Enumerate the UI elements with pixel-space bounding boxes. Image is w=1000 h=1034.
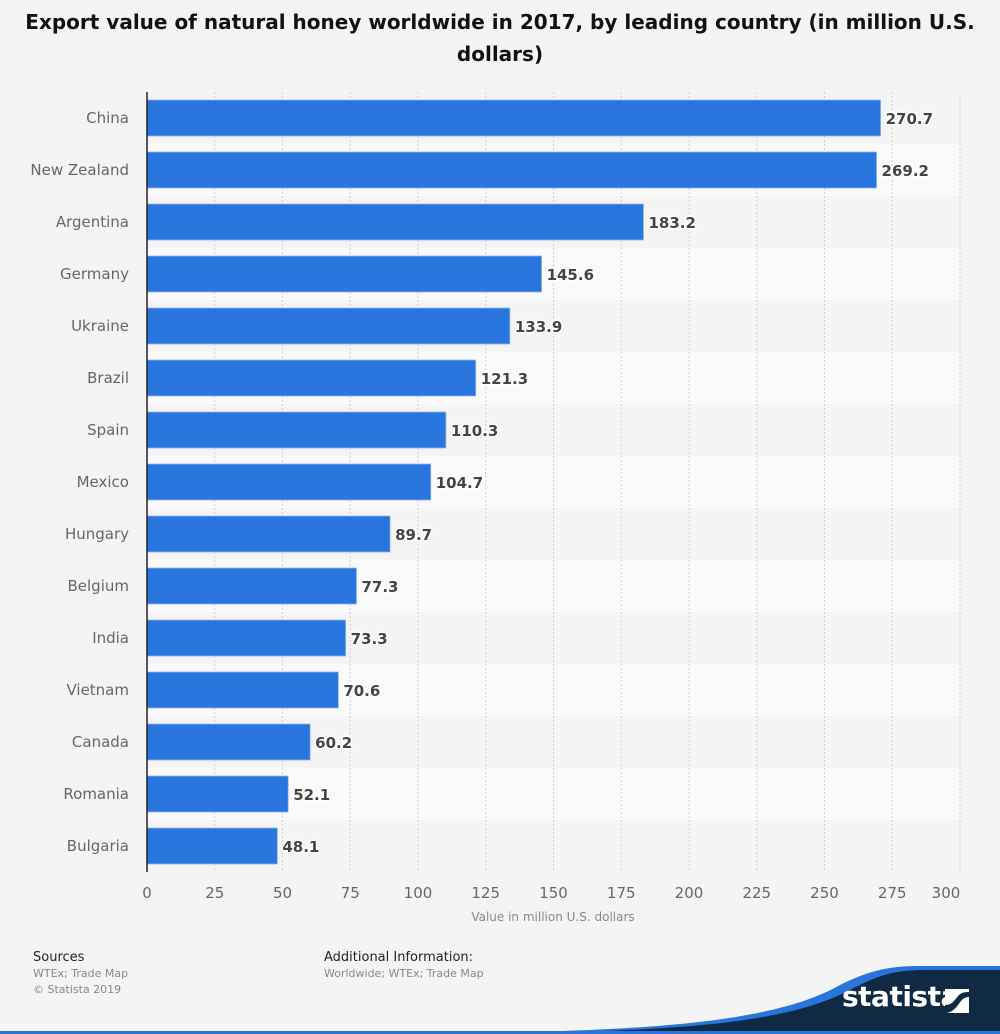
bar: [146, 151, 877, 189]
value-label: 73.3: [351, 630, 388, 648]
category-label: Romania: [63, 785, 129, 803]
brand-banner: [0, 966, 1000, 1034]
category-label: India: [92, 629, 129, 647]
bar: [146, 515, 391, 553]
x-tick-label: 150: [539, 884, 568, 902]
bar: [146, 411, 447, 449]
value-label: 48.1: [282, 838, 319, 856]
value-label: 110.3: [451, 422, 498, 440]
x-tick-label: 300: [932, 884, 961, 902]
category-labels: China New Zealand Argentina Germany Ukraine B…: [30, 109, 129, 855]
brand-bottom-stripe: [0, 1031, 1000, 1034]
value-labels: 270.7 269.2 183.2 145.6 133.9 121.3 110.3 104.7…: [281, 109, 935, 858]
value-label: 77.3: [361, 578, 398, 596]
bar: [146, 307, 511, 345]
bar: [146, 671, 339, 709]
bar: [146, 827, 278, 865]
value-label: 89.7: [395, 526, 432, 544]
x-tick-label: 75: [341, 884, 360, 902]
category-label: Ukraine: [71, 317, 129, 335]
statista-logo-icon: [945, 989, 969, 1013]
value-label: 70.6: [343, 682, 380, 700]
x-tick-label: 100: [404, 884, 433, 902]
sources-heading: Sources: [33, 950, 85, 965]
category-label: Canada: [72, 733, 129, 751]
bar: [146, 567, 357, 605]
value-label: 133.9: [515, 318, 562, 336]
statista-logo[interactable]: statista: [842, 980, 959, 1013]
bar: [146, 99, 881, 137]
bar: [146, 359, 477, 397]
category-label: China: [86, 109, 129, 127]
x-axis-ticks: 0 25 50 75 100 125 150 175 200 225 250 275 300: [142, 884, 960, 902]
bar: [146, 723, 311, 761]
sources-text: WTEx; Trade Map © Statista 2019: [33, 966, 128, 998]
value-label: 269.2: [882, 162, 929, 180]
category-label: Spain: [87, 421, 129, 439]
x-axis-title: Value in million U.S. dollars: [471, 910, 634, 924]
brand-dark-wave: [330, 970, 1000, 1034]
bar: [146, 203, 644, 241]
x-tick-label: 0: [142, 884, 152, 902]
bars: [146, 99, 881, 865]
category-label: Argentina: [56, 213, 129, 231]
category-label: Bulgaria: [67, 837, 129, 855]
category-label: Germany: [60, 265, 129, 283]
value-label: 60.2: [315, 734, 352, 752]
value-label: 270.7: [886, 110, 933, 128]
chart-title: Export value of natural honey worldwide …: [25, 10, 975, 66]
bar-chart: China New Zealand Argentina Germany Ukraine B…: [30, 92, 961, 924]
sources-line: WTEx; Trade Map: [33, 967, 129, 980]
category-label: Vietnam: [66, 681, 129, 699]
x-tick-label: 200: [675, 884, 704, 902]
x-tick-label: 50: [273, 884, 292, 902]
category-label: Mexico: [77, 473, 129, 491]
bar: [146, 619, 347, 657]
value-label: 52.1: [293, 786, 330, 804]
category-label: New Zealand: [30, 161, 129, 179]
x-tick-label: 250: [810, 884, 839, 902]
category-label: Hungary: [65, 525, 129, 543]
bar: [146, 463, 432, 501]
bar: [146, 775, 289, 813]
value-label: 104.7: [436, 474, 483, 492]
copyright-line[interactable]: © Statista 2019: [33, 983, 122, 996]
x-tick-label: 175: [607, 884, 636, 902]
value-label: 183.2: [648, 214, 695, 232]
x-tick-label: 25: [205, 884, 224, 902]
bar: [146, 255, 542, 293]
x-tick-label: 275: [878, 884, 907, 902]
additional-info-text: Worldwide; WTEx; Trade Map: [324, 967, 484, 980]
additional-info-heading: Additional Information:: [324, 950, 474, 965]
x-tick-label: 125: [471, 884, 500, 902]
value-label: 145.6: [547, 266, 594, 284]
category-label: Belgium: [68, 577, 130, 595]
category-label: Brazil: [87, 369, 129, 387]
value-label: 121.3: [481, 370, 528, 388]
x-tick-label: 225: [742, 884, 771, 902]
